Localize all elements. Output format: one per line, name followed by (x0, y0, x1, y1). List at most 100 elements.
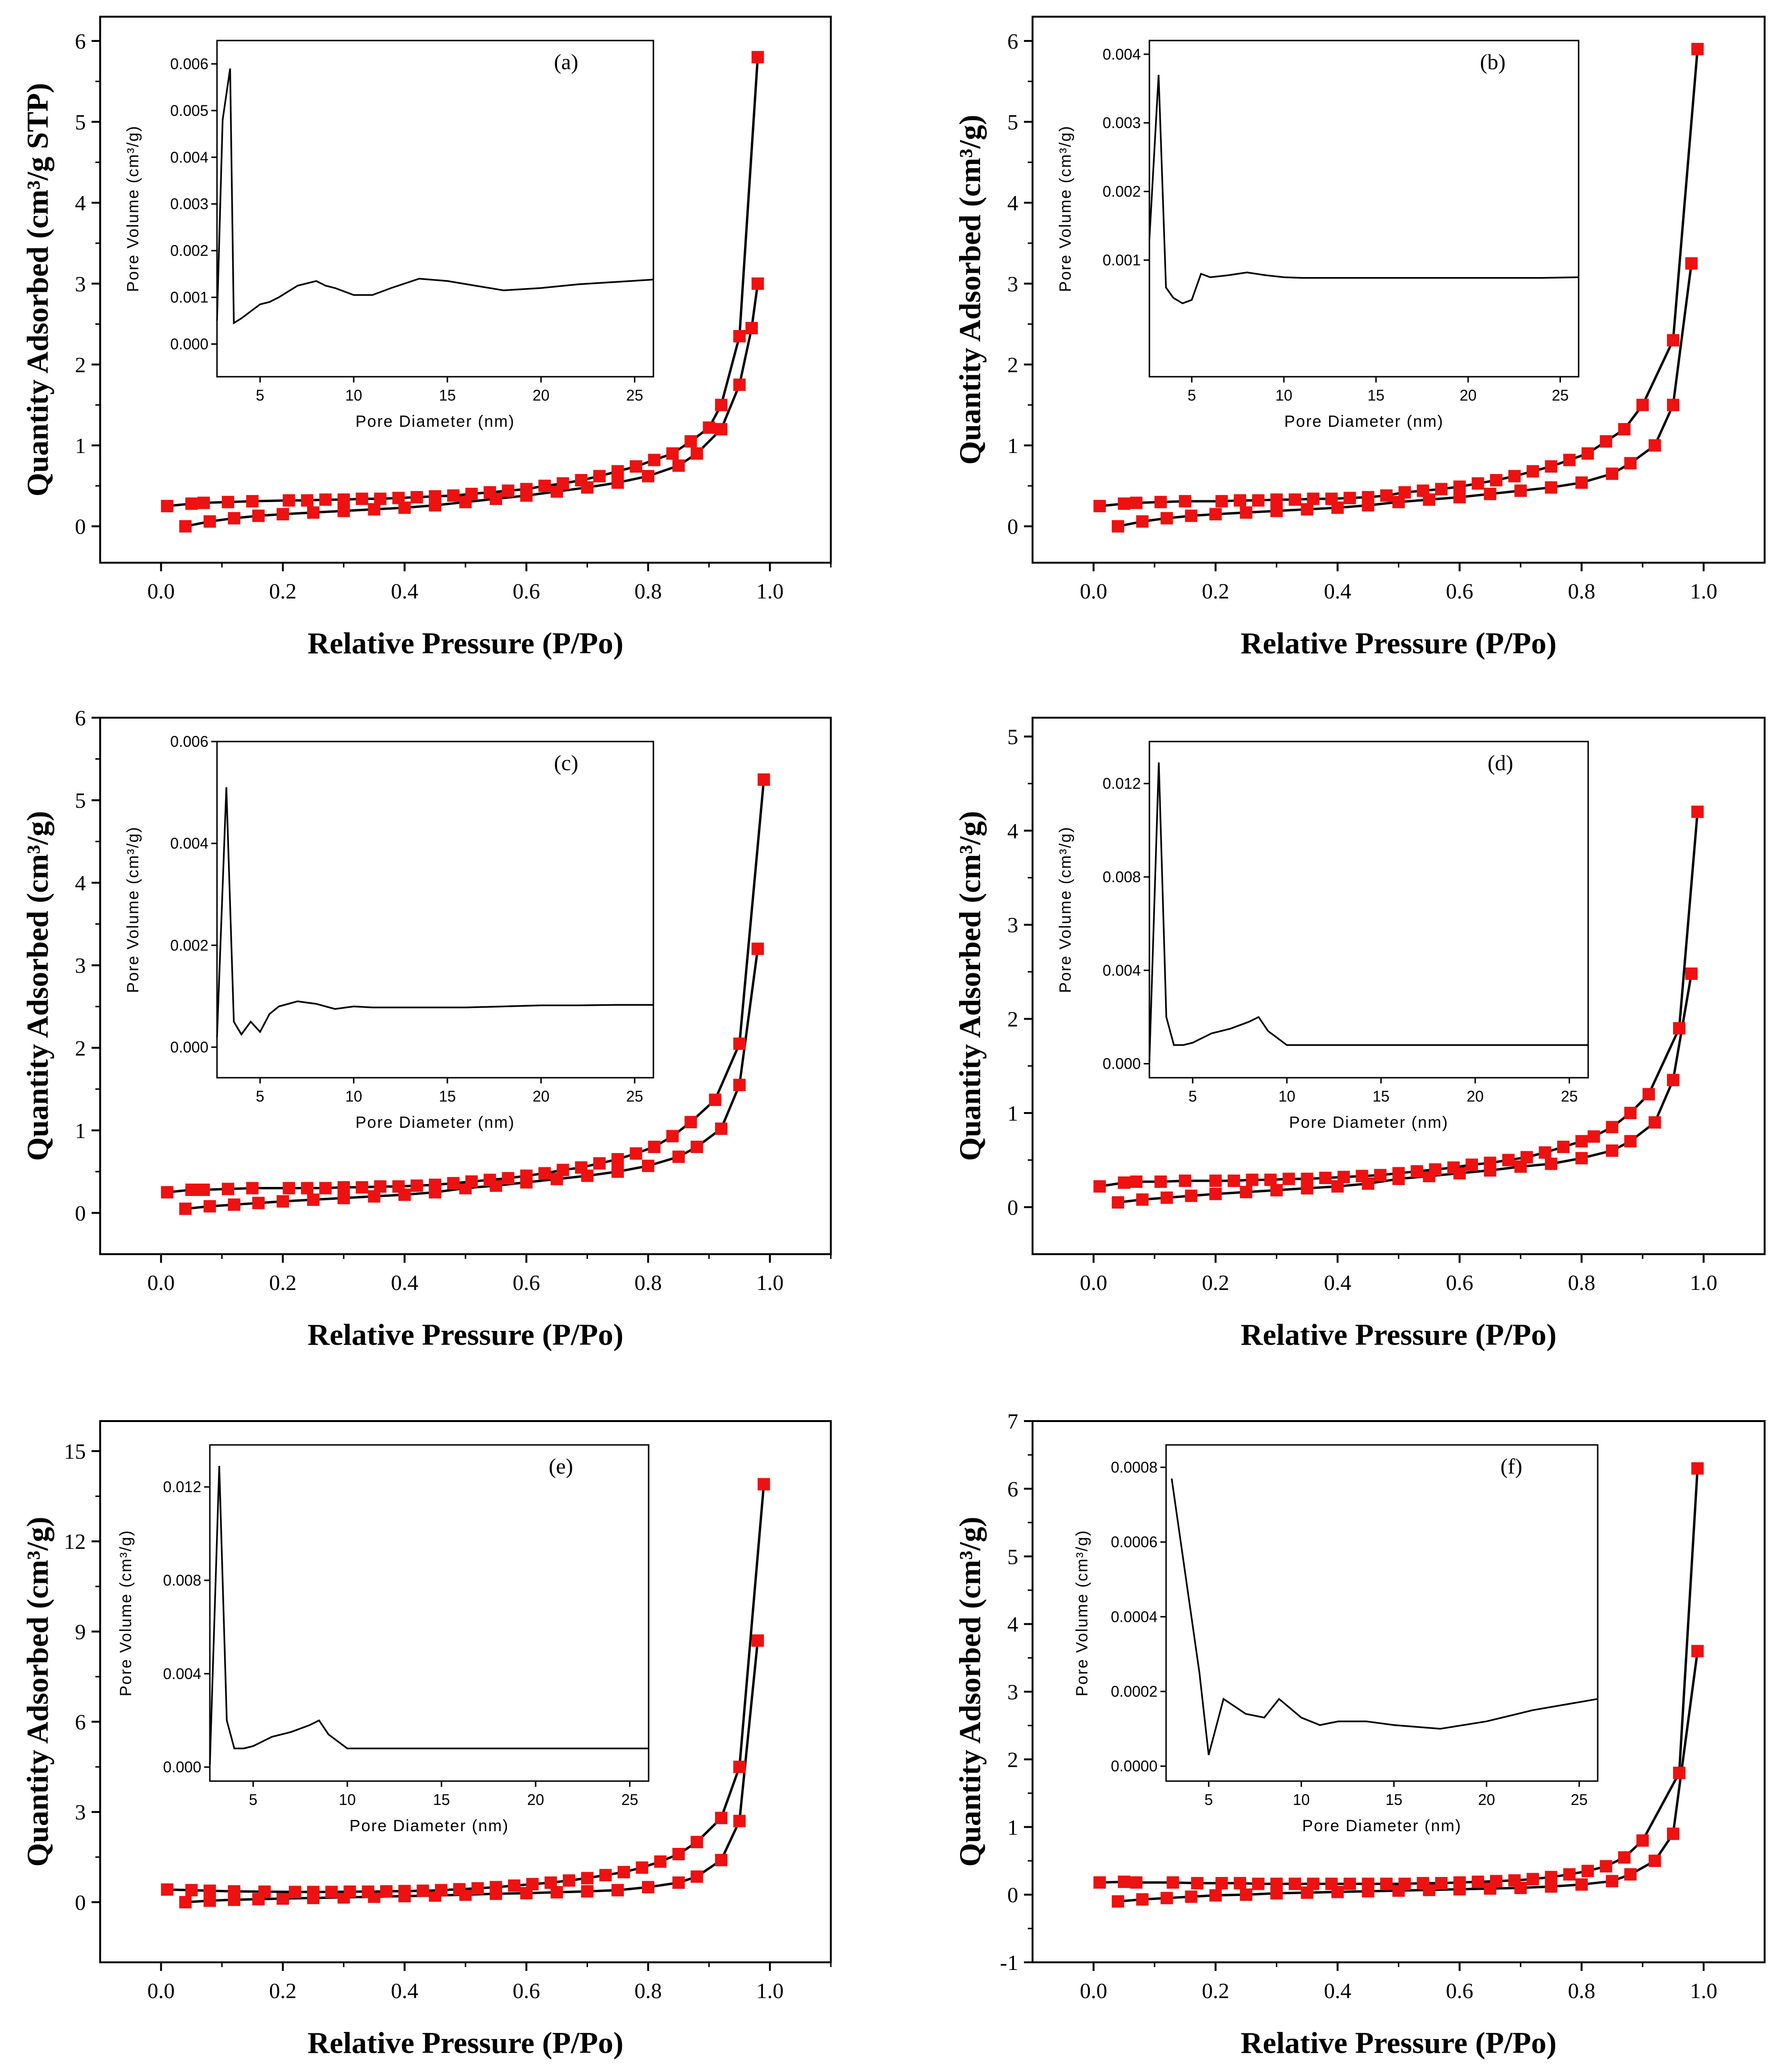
inset-x-tick-label: 15 (1367, 387, 1385, 404)
y-tick-label: 1 (1007, 433, 1018, 458)
desorption-point (557, 1164, 569, 1176)
desorption-point (337, 493, 350, 506)
adsorption-point (368, 503, 381, 516)
inset-chart: 5 10 15 20 25 0.000 0.002 0.004 0.006 Pore Diamet… (124, 733, 654, 1132)
desorption-point (520, 1169, 533, 1182)
desorption-point (563, 1874, 576, 1887)
inset-y-tick-label: 0.008 (163, 1572, 201, 1589)
desorption-point (319, 493, 332, 506)
x-tick-label: 0.0 (147, 1979, 175, 2003)
desorption-point (1539, 1146, 1551, 1159)
adsorption-point (1209, 508, 1222, 521)
inset-x-axis-title: Pore Diameter (nm) (1289, 1113, 1449, 1132)
adsorption-point (611, 1165, 624, 1178)
desorption-point (447, 489, 460, 502)
desorption-point (733, 1761, 746, 1773)
x-tick-label: 0.4 (391, 1270, 419, 1295)
x-tick-label: 0.6 (1446, 1270, 1474, 1295)
adsorption-point (715, 423, 728, 436)
desorption-point (1581, 1865, 1594, 1877)
desorption-point (1355, 1170, 1368, 1183)
y-tick-label: 5 (1007, 110, 1018, 134)
adsorption-point (1209, 1889, 1222, 1902)
inset-x-tick-label: 15 (439, 387, 456, 404)
adsorption-point (1185, 509, 1198, 522)
y-tick-label: 2 (75, 1036, 86, 1060)
inset-y-tick-label: 0.000 (1103, 1055, 1141, 1072)
desorption-point (636, 1861, 649, 1874)
chart-panel-e: 0.0 0.2 0.4 0.6 0.8 1.0 0 3 6 9 12 15 Relative Press… (21, 1420, 832, 2060)
desorption-point (429, 1178, 442, 1191)
adsorption-point (1240, 1185, 1252, 1198)
inset-x-tick-label: 5 (249, 1791, 258, 1808)
x-tick-label: 1.0 (1690, 1270, 1717, 1295)
inset-chart: 5 10 15 20 25 0.0000 0.0002 0.0004 0.0006 0.0008 P… (1073, 1444, 1599, 1835)
inset-x-axis-title: Pore Diameter (nm) (1284, 412, 1444, 431)
pore-distribution-line (216, 787, 653, 1037)
adsorption-point (672, 459, 685, 472)
desorption-point (307, 1886, 320, 1898)
inset-x-tick-label: 20 (1478, 1791, 1495, 1808)
series-desorption (1093, 42, 1704, 513)
desorption-point (447, 1177, 460, 1190)
desorption-point (1380, 489, 1393, 502)
adsorption-point (642, 1881, 654, 1894)
desorption-point (1191, 1877, 1204, 1890)
adsorption-point (1136, 1893, 1149, 1906)
inset-x-tick-label: 25 (621, 1791, 639, 1808)
adsorption-point (1270, 1184, 1283, 1196)
adsorption-point (1606, 467, 1619, 480)
x-tick-label: 0.4 (391, 1979, 419, 2003)
desorption-point (1691, 805, 1704, 818)
desorption-point (1307, 1877, 1320, 1890)
adsorption-point (1667, 1827, 1680, 1840)
series-adsorption (179, 277, 764, 533)
adsorption-line (1117, 263, 1693, 528)
desorption-point (1319, 1172, 1332, 1185)
desorption-point (502, 484, 515, 497)
desorption-point (575, 474, 588, 486)
desorption-point (1557, 1141, 1570, 1153)
desorption-point (489, 1881, 502, 1894)
desorption-point (161, 500, 174, 513)
x-tick-label: 1.0 (756, 1979, 784, 2003)
y-tick-label: 0 (75, 1890, 86, 1915)
inset-y-tick-label: 0.003 (170, 196, 208, 213)
panel-label: (b) (1480, 50, 1506, 74)
desorption-point (581, 1872, 594, 1885)
inset-y-tick-label: 0.008 (1103, 868, 1141, 886)
desorption-point (751, 51, 764, 63)
desorption-point (593, 470, 606, 483)
desorption-point (1416, 484, 1429, 497)
adsorption-point (611, 476, 624, 489)
desorption-point (538, 479, 551, 492)
inset-frame (216, 741, 654, 1079)
pore-distribution-line (1148, 763, 1588, 1062)
desorption-point (410, 491, 423, 504)
adsorption-point (672, 1150, 685, 1163)
desorption-point (575, 1161, 588, 1174)
y-tick-label: 6 (75, 706, 86, 730)
y-tick-label: 0 (1007, 1195, 1018, 1219)
x-tick-label: 0.8 (634, 579, 662, 603)
desorption-point (1289, 1877, 1302, 1890)
y-tick-label: 1 (1007, 1815, 1018, 1839)
desorption-point (733, 330, 746, 343)
inset-frame (209, 1444, 650, 1782)
x-axis-title: Relative Pressure (P/Po) (308, 626, 623, 660)
adsorption-point (642, 470, 654, 483)
desorption-point (520, 483, 533, 495)
desorption-point (1624, 1106, 1637, 1119)
desorption-point (1093, 1876, 1106, 1889)
desorption-point (1636, 399, 1649, 412)
y-axis-title: Quantity Adsorbed (cm³/g) (953, 1517, 987, 1867)
desorption-point (1270, 493, 1283, 506)
desorption-point (362, 1885, 374, 1898)
desorption-point (1526, 465, 1539, 478)
y-tick-label: 1 (1007, 1101, 1018, 1125)
series-desorption (161, 1478, 770, 1898)
desorption-point (684, 1116, 697, 1129)
inset-y-tick-label: 0.001 (1103, 251, 1141, 268)
desorption-point (1435, 483, 1448, 495)
desorption-point (666, 1130, 679, 1143)
